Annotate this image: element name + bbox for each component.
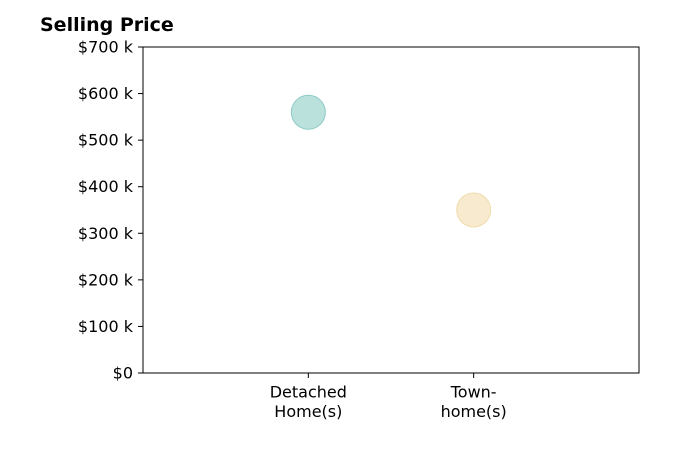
points-layer <box>290 94 492 228</box>
plot-frame <box>142 46 640 374</box>
data-point <box>290 94 326 130</box>
y-tick-label: $700 k <box>78 38 134 57</box>
y-axis: $0 $100 k $200 k $300 k $400 k $500 k $600 k $7… <box>78 38 143 383</box>
y-tick-label: $500 k <box>78 131 134 150</box>
x-tick-label: Town-home(s) <box>441 383 507 422</box>
x-tick-label: Detached Home(s) <box>270 383 347 422</box>
y-tick-label: $300 k <box>78 224 134 243</box>
chart-title: Selling Price <box>40 14 174 36</box>
y-tick-label: $100 k <box>78 317 134 336</box>
y-tick-label: $400 k <box>78 177 134 196</box>
y-tick-label: $600 k <box>78 84 134 103</box>
data-point <box>456 192 492 228</box>
y-tick-label: $0 <box>113 364 133 383</box>
x-axis: Detached Home(s) Town-home(s) <box>270 373 507 421</box>
y-tick-label: $200 k <box>78 270 134 289</box>
